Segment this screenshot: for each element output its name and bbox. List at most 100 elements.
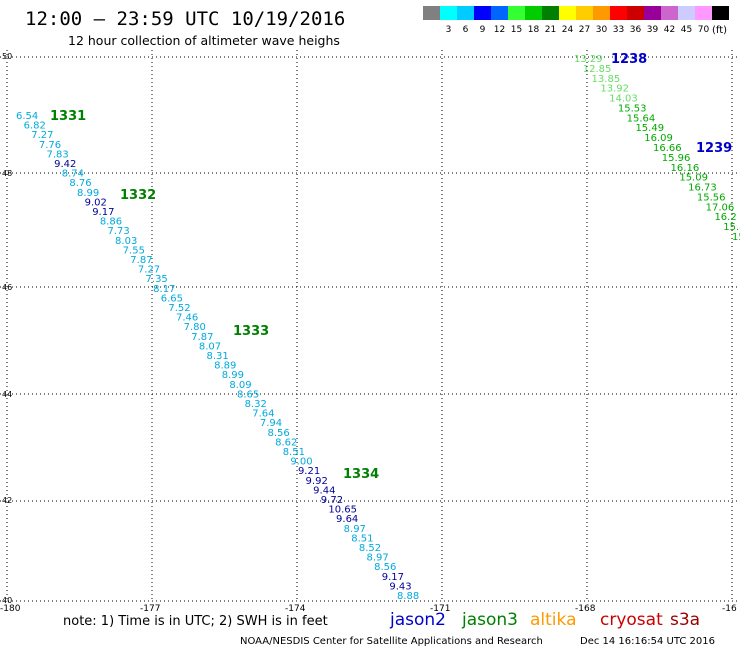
swh-reading: 7.83 bbox=[46, 149, 68, 160]
swh-reading: 15.56 bbox=[697, 192, 726, 203]
color-scale-label: 21 bbox=[545, 25, 556, 35]
swh-reading: 7.73 bbox=[107, 226, 129, 237]
swh-reading: 16.16 bbox=[671, 163, 700, 174]
color-scale-label: 33 bbox=[613, 25, 624, 35]
color-scale-swatch bbox=[627, 6, 644, 20]
footer-timestamp: Dec 14 16:16:54 UTC 2016 bbox=[580, 636, 715, 647]
swh-readings: 6.546.827.277.767.839.428.748.768.999.02… bbox=[16, 54, 740, 602]
latitude-tick-label: 40 bbox=[2, 596, 12, 605]
swh-reading: 10.65 bbox=[328, 505, 357, 516]
swh-reading: 8.76 bbox=[69, 178, 91, 189]
swh-reading: 6.82 bbox=[24, 121, 46, 132]
color-scale-label: 15 bbox=[511, 25, 522, 35]
color-scale-swatch bbox=[678, 6, 695, 20]
swh-reading: 16.66 bbox=[653, 143, 682, 154]
track-labels: 1331 1332 1333 1334 1238 1239 bbox=[50, 52, 732, 482]
color-scale-swatch bbox=[508, 6, 525, 20]
header-subtitle: 12 hour collection of altimeter wave hei… bbox=[68, 33, 340, 48]
latitude-tick-label: 48 bbox=[2, 169, 12, 178]
swh-reading: 13.85 bbox=[592, 74, 621, 85]
swh-reading: 9.43 bbox=[389, 581, 411, 592]
color-scale-label: 27 bbox=[579, 25, 590, 35]
color-scale-label: 12 bbox=[494, 25, 505, 35]
latitude-tick-label: 44 bbox=[2, 390, 12, 399]
color-scale-label: 18 bbox=[528, 25, 540, 35]
longitude-tick-label: -171 bbox=[430, 604, 450, 614]
color-scale-swatch bbox=[593, 6, 610, 20]
color-scale-label: 42 bbox=[664, 25, 675, 35]
swh-reading: 9.17 bbox=[92, 207, 114, 218]
swh-reading: 6.65 bbox=[161, 293, 183, 304]
legend-cryosat: cryosat bbox=[600, 610, 663, 630]
map-grid bbox=[0, 50, 740, 602]
swh-reading: 15.09 bbox=[679, 173, 708, 184]
color-scale-swatch bbox=[525, 6, 542, 20]
color-scale-swatch bbox=[440, 6, 457, 20]
swh-reading: 8.65 bbox=[237, 389, 259, 400]
axis-ticks: -180 -177 -174 -171 -168 -16 50 48 46 44 42 40 bbox=[0, 52, 737, 614]
swh-reading: 8.89 bbox=[214, 361, 236, 372]
longitude-tick-label: -168 bbox=[575, 604, 596, 614]
color-scale-swatch bbox=[661, 6, 678, 20]
swh-reading: 8.74 bbox=[62, 169, 84, 180]
color-scale-label: 39 bbox=[647, 25, 659, 35]
latitude-tick-label: 50 bbox=[2, 52, 12, 61]
color-scale-label: 6 bbox=[463, 25, 469, 35]
color-scale-swatch bbox=[457, 6, 474, 20]
longitude-tick-label: -174 bbox=[285, 604, 306, 614]
track-label: 1333 bbox=[233, 324, 269, 339]
swh-reading: 15.64 bbox=[627, 113, 656, 124]
swh-reading: 12.85 bbox=[583, 64, 612, 75]
swh-reading: 8.56 bbox=[374, 562, 396, 573]
swh-reading: 9.21 bbox=[298, 466, 320, 477]
swh-reading: 7.27 bbox=[31, 130, 53, 141]
swh-reading: 7.35 bbox=[146, 274, 168, 285]
swh-reading: 16.09 bbox=[644, 133, 673, 144]
swh-reading: 8.86 bbox=[100, 217, 122, 228]
track-label: 1334 bbox=[343, 467, 379, 482]
swh-reading: 7.87 bbox=[191, 332, 213, 343]
color-scale-swatch bbox=[576, 6, 593, 20]
color-scale-label: 3 bbox=[446, 25, 452, 35]
swh-reading: 7.80 bbox=[184, 322, 206, 333]
swh-reading: 8.99 bbox=[77, 188, 99, 199]
swh-reading: 17.06 bbox=[706, 202, 735, 213]
footer-note: note: 1) Time is in UTC; 2) SWH is in fe… bbox=[63, 614, 328, 629]
swh-reading: 9.72 bbox=[321, 495, 343, 506]
swh-reading: 15.53 bbox=[618, 103, 647, 114]
track-label: 1332 bbox=[120, 188, 156, 203]
swh-reading: 9.44 bbox=[313, 485, 335, 496]
color-scale-swatch bbox=[644, 6, 661, 20]
swh-reading: 9.92 bbox=[306, 476, 328, 487]
swh-reading: 15.96 bbox=[662, 153, 691, 164]
color-scale-label: 30 bbox=[596, 25, 608, 35]
color-scale-label: 45 bbox=[681, 25, 692, 35]
swh-reading: 7.64 bbox=[252, 409, 274, 420]
swh-reading: 8.51 bbox=[351, 533, 373, 544]
swh-reading: 8.52 bbox=[359, 543, 381, 554]
color-scale-swatch bbox=[474, 6, 491, 20]
swh-reading: 7.87 bbox=[130, 255, 152, 266]
swh-reading: 16.73 bbox=[688, 183, 717, 194]
color-scale-swatch bbox=[712, 6, 729, 20]
swh-reading: 8.32 bbox=[245, 399, 267, 410]
satellite-legend: jason2 jason3 altika cryosat s3a bbox=[389, 610, 700, 630]
footer-credit: NOAA/NESDIS Center for Satellite Applica… bbox=[240, 636, 543, 647]
color-scale-label: 70 bbox=[698, 25, 710, 35]
track-label: 1331 bbox=[50, 109, 86, 124]
swh-reading: 14.03 bbox=[609, 94, 638, 105]
legend-altika: altika bbox=[530, 610, 577, 630]
color-scale-swatch bbox=[695, 6, 712, 20]
track-label: 1238 bbox=[611, 52, 647, 67]
longitude-tick-label: -177 bbox=[140, 604, 160, 614]
swh-reading: 15. bbox=[723, 222, 739, 233]
swh-reading: 9.00 bbox=[290, 457, 312, 468]
swh-reading: 7.27 bbox=[138, 265, 160, 276]
swh-reading: 15.49 bbox=[635, 123, 664, 134]
swh-reading: 8.51 bbox=[283, 447, 305, 458]
longitude-tick-label: -16 bbox=[722, 604, 737, 614]
latitude-tick-label: 42 bbox=[2, 496, 12, 505]
swh-reading: 9.42 bbox=[54, 159, 76, 170]
color-scale-label: 9 bbox=[480, 25, 486, 35]
